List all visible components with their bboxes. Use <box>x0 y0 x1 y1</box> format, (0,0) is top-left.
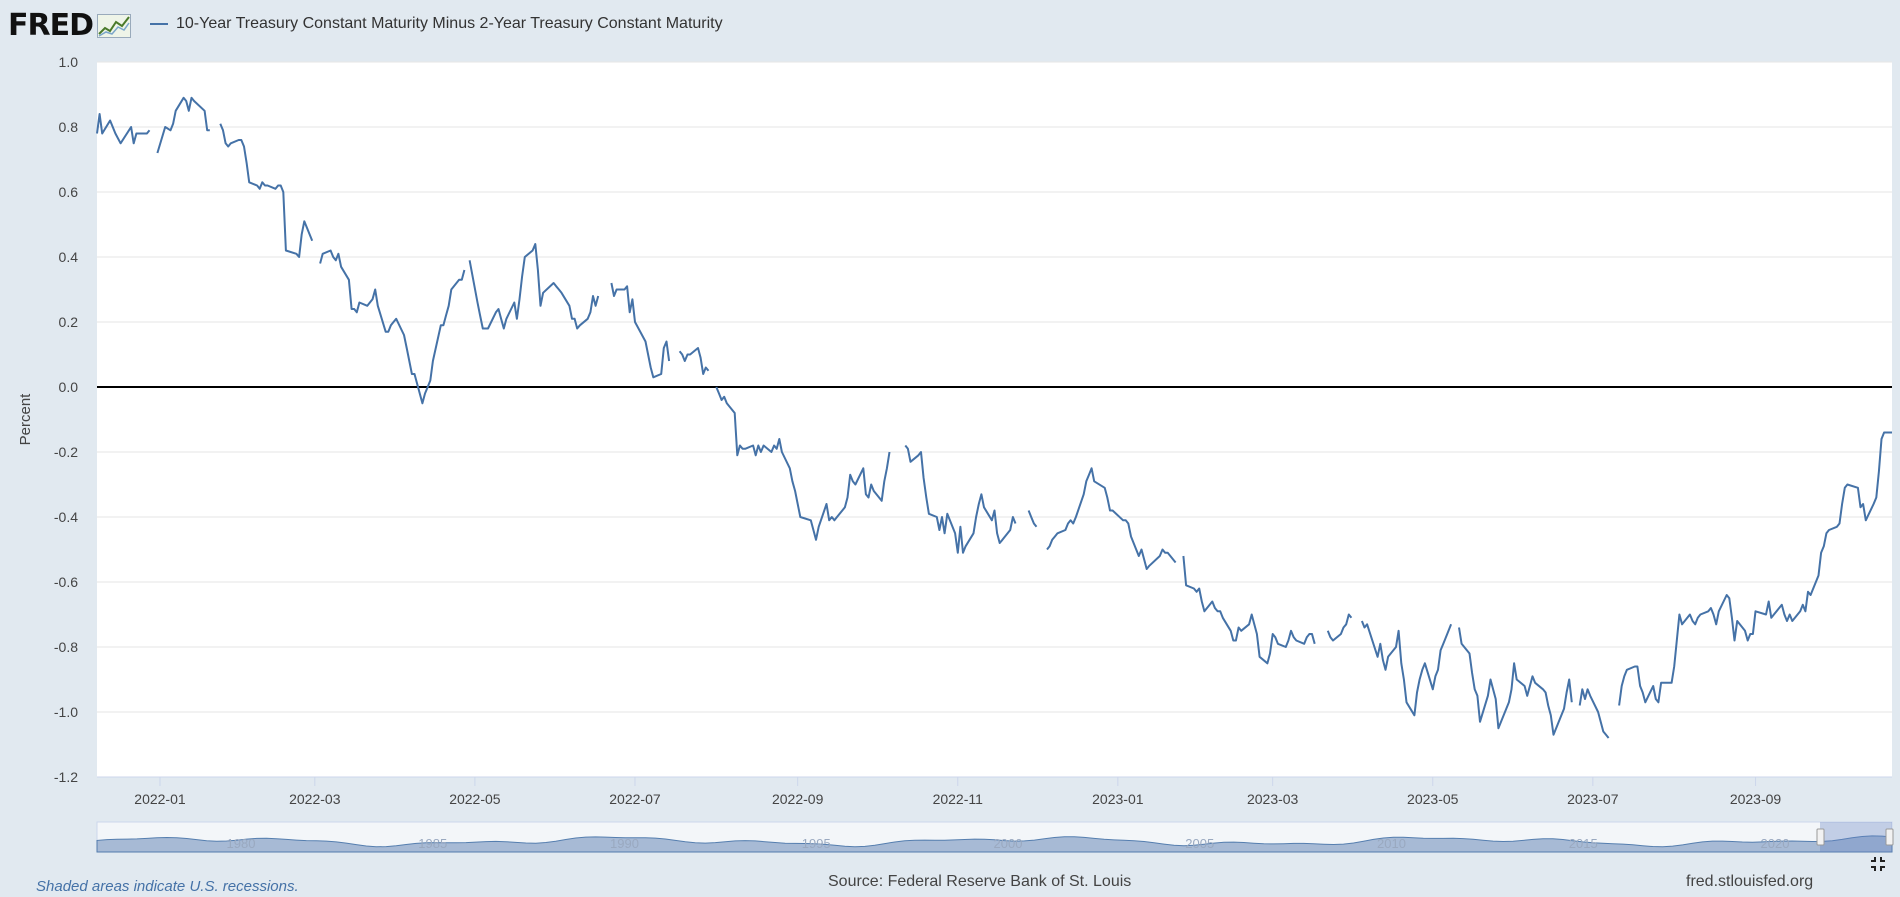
navigator-handle[interactable] <box>1816 828 1825 846</box>
legend-line-swatch <box>150 23 168 25</box>
y-tick-label: -0.4 <box>54 509 78 525</box>
x-tick-label: 2022-05 <box>449 791 501 807</box>
navigator-tick-label: 1990 <box>610 836 639 851</box>
fred-graph-icon <box>97 13 131 38</box>
x-tick-label: 2023-07 <box>1567 791 1619 807</box>
y-tick-label: 0.6 <box>59 184 79 200</box>
y-tick-label: 0.2 <box>59 314 79 330</box>
fred-logo[interactable]: FRED <box>8 8 131 43</box>
x-tick-label: 2023-05 <box>1407 791 1459 807</box>
x-tick-label: 2022-07 <box>609 791 661 807</box>
series-line-segment <box>678 347 710 375</box>
x-tick-label: 2022-01 <box>134 791 186 807</box>
navigator-tick-label: 2010 <box>1377 836 1406 851</box>
series-line-segment <box>219 123 314 258</box>
y-tick-label: 0.8 <box>59 119 79 135</box>
series-line-segment <box>1046 467 1177 570</box>
recession-note: Shaded areas indicate U.S. recessions. <box>36 878 299 895</box>
y-tick-label: -1.0 <box>54 704 78 720</box>
navigator-tick-label: 2015 <box>1569 836 1598 851</box>
y-tick-label: 0.4 <box>59 249 79 265</box>
series-line-segment <box>715 386 891 541</box>
series-line-segment <box>156 96 210 154</box>
navigator-series-area <box>96 835 1893 853</box>
chart-legend[interactable]: 10-Year Treasury Constant Maturity Minus… <box>150 15 723 33</box>
series-line-segment <box>1578 688 1610 739</box>
y-tick-label: -0.2 <box>54 444 78 460</box>
fred-logo-text: FRED <box>8 8 94 43</box>
series-line-segment <box>1360 620 1453 717</box>
series-line-segment <box>1458 627 1573 736</box>
series-line-segment <box>1618 431 1892 706</box>
navigator-tick-label: 1980 <box>227 836 256 851</box>
fullscreen-icon[interactable] <box>1870 856 1886 877</box>
fred-url-link[interactable]: fred.stlouisfed.org <box>1686 873 1814 890</box>
x-tick-label: 2023-03 <box>1247 791 1299 807</box>
y-tick-label: -0.8 <box>54 639 78 655</box>
navigator-tick-label: 2020 <box>1761 836 1790 851</box>
y-tick-label: 0.0 <box>59 379 79 395</box>
x-tick-label: 2022-09 <box>772 791 824 807</box>
series-line-segment <box>1326 613 1353 642</box>
series-line-segment <box>610 282 671 379</box>
plot-area <box>97 62 1892 777</box>
series-line-segment <box>468 243 600 330</box>
navigator-selected-range <box>1820 822 1892 852</box>
navigator-tick-label: 1995 <box>802 836 831 851</box>
series-line-segment <box>1182 555 1316 665</box>
x-tick-label: 2023-01 <box>1092 791 1144 807</box>
y-axis-title: Percent <box>17 393 34 446</box>
navigator-handle[interactable] <box>1885 828 1894 846</box>
x-tick-label: 2023-09 <box>1730 791 1782 807</box>
source-credit: Source: Federal Reserve Bank of St. Loui… <box>828 873 1132 890</box>
series-line-segment <box>904 444 1017 554</box>
series-line-segment <box>96 113 151 145</box>
x-tick-label: 2022-11 <box>933 791 984 807</box>
series-line-segment <box>1027 510 1038 528</box>
series-line-segment <box>319 249 466 405</box>
y-tick-label: -1.2 <box>54 769 78 785</box>
legend-series-label: 10-Year Treasury Constant Maturity Minus… <box>176 15 723 32</box>
navigator-tick-label: 2000 <box>994 836 1023 851</box>
x-tick-label: 2022-03 <box>289 791 341 807</box>
navigator-tick-label: 2005 <box>1185 836 1214 851</box>
y-tick-label: 1.0 <box>59 54 79 70</box>
y-tick-label: -0.6 <box>54 574 78 590</box>
navigator-tick-label: 1985 <box>418 836 447 851</box>
